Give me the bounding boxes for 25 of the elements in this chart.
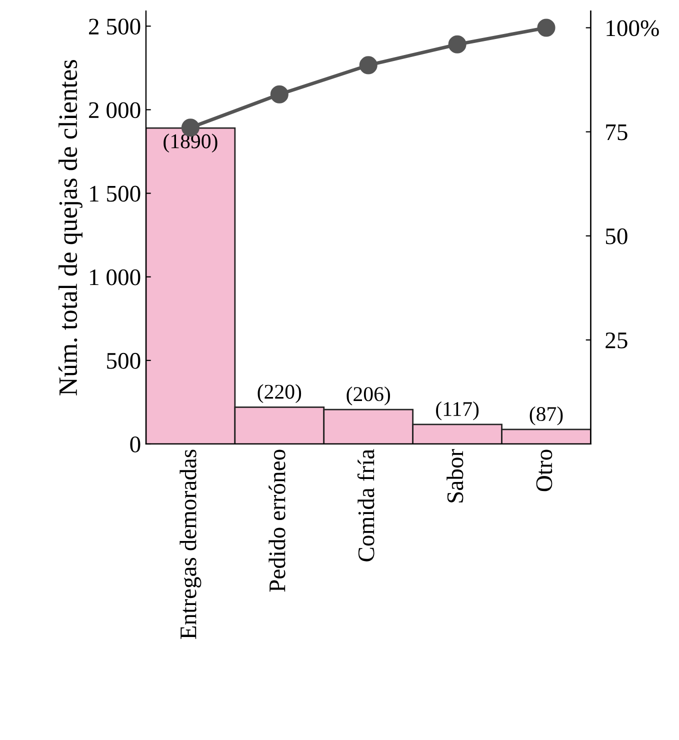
y2-tick-label: 25 [606, 332, 628, 348]
y2-tick-label: 100% [606, 20, 659, 36]
y-tick-label: 1 500 [90, 186, 140, 202]
data-label: (117) [436, 401, 479, 420]
point [537, 18, 556, 37]
data-label: (1890) [164, 134, 218, 153]
y2-tick-label: 75 [606, 124, 628, 140]
y-tick-label: 0 [130, 436, 140, 452]
data-label: (87) [530, 406, 563, 426]
y2-tick-label: 50 [606, 228, 628, 244]
x-tick-label: Sabor [446, 449, 464, 502]
y-tick-label: 1 000 [90, 269, 140, 286]
x-tick-label: Entregas demoradas [180, 450, 202, 639]
y-tick-label: 2 000 [89, 102, 140, 118]
y-tick-label: 500 [107, 352, 140, 369]
point [359, 56, 378, 74]
y-axis-title: Núm. total de quejas de clientes [58, 60, 82, 396]
data-label: (220) [258, 384, 302, 404]
x-tick-label: Otro [536, 450, 552, 492]
point [448, 35, 466, 54]
x-tick-label: Pedido erróneo [268, 450, 286, 592]
x-tick-label: Comida fría [357, 449, 374, 562]
y-tick-label: 2 500 [89, 18, 140, 35]
point [270, 85, 288, 104]
data-label: (206) [346, 386, 390, 406]
